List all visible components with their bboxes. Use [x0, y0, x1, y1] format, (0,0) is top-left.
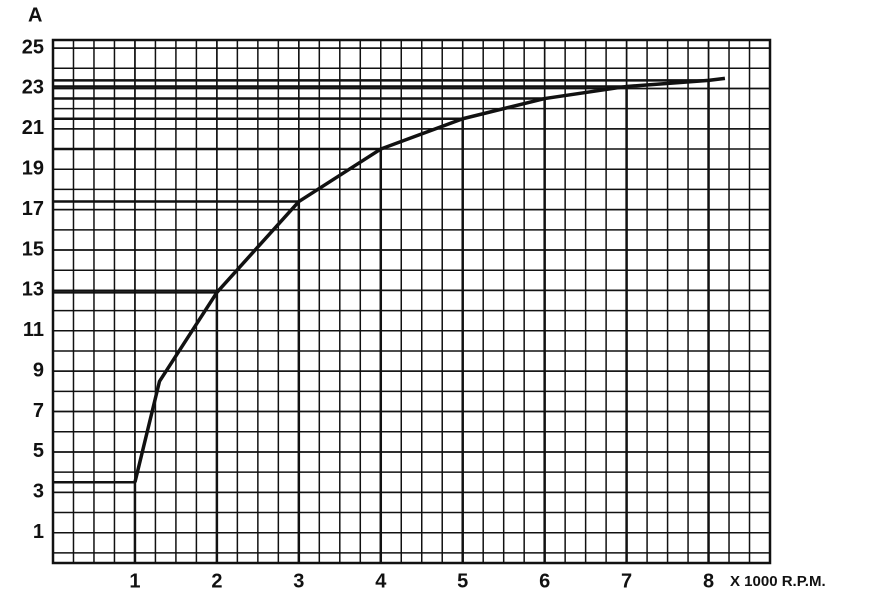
- y-tick-label: 5: [33, 440, 44, 462]
- y-tick-label: 3: [33, 481, 44, 503]
- y-tick-label: 19: [22, 158, 44, 180]
- x-tick-label: 6: [539, 570, 550, 592]
- x-tick-label: 3: [293, 570, 304, 592]
- y-tick-label: 7: [33, 400, 44, 422]
- y-tick-label: 21: [22, 117, 44, 139]
- y-tick-label: 15: [22, 238, 44, 260]
- y-tick-label: 1: [33, 521, 44, 543]
- y-tick-label: 11: [23, 319, 44, 341]
- y-tick-label: 23: [22, 77, 44, 99]
- y-tick-label: 9: [33, 359, 44, 381]
- y-tick-label: 13: [22, 279, 44, 301]
- plot-frame: [51, 38, 772, 565]
- x-tick-label: 1: [129, 570, 140, 592]
- x-tick-label: 7: [621, 570, 632, 592]
- x-tick-label: 2: [211, 570, 222, 592]
- x-tick-label: 8: [703, 570, 714, 592]
- x-tick-label: 4: [375, 570, 387, 592]
- x-tick-label: 5: [457, 570, 468, 592]
- curve: [133, 76, 726, 483]
- y-axis-label: A: [28, 4, 42, 26]
- y-tick-label: 17: [22, 198, 44, 220]
- x-axis-label: X 1000 R.P.M.: [730, 573, 826, 590]
- y-tick-label: 25: [22, 36, 44, 58]
